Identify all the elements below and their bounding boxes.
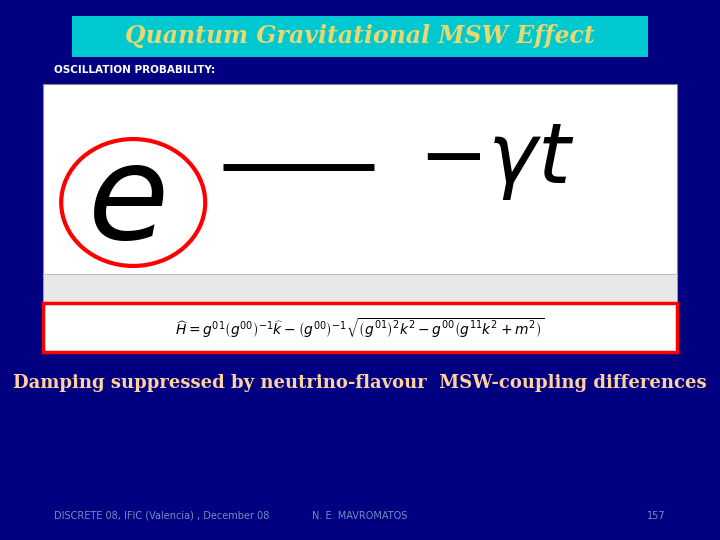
FancyBboxPatch shape bbox=[72, 16, 648, 57]
Text: Quantum Gravitational MSW Effect: Quantum Gravitational MSW Effect bbox=[125, 24, 595, 49]
Text: 157: 157 bbox=[647, 511, 666, 521]
Text: DISCRETE 08, IFIC (Valencia) , December 08: DISCRETE 08, IFIC (Valencia) , December … bbox=[54, 511, 269, 521]
Text: N. E. MAVROMATOS: N. E. MAVROMATOS bbox=[312, 511, 408, 521]
Text: Damping suppressed by neutrino-flavour  MSW-coupling differences: Damping suppressed by neutrino-flavour M… bbox=[13, 374, 707, 393]
Text: $e$: $e$ bbox=[87, 138, 165, 267]
FancyBboxPatch shape bbox=[43, 303, 677, 352]
Text: $-\gamma t$: $-\gamma t$ bbox=[418, 122, 574, 202]
FancyBboxPatch shape bbox=[43, 274, 677, 303]
FancyBboxPatch shape bbox=[43, 84, 677, 275]
Text: $\widehat{H} = g^{01}\left(g^{00}\right)^{-1}\widehat{k} - \left(g^{00}\right)^{: $\widehat{H} = g^{01}\left(g^{00}\right)… bbox=[175, 316, 545, 340]
Text: OSCILLATION PROBABILITY:: OSCILLATION PROBABILITY: bbox=[54, 65, 215, 75]
